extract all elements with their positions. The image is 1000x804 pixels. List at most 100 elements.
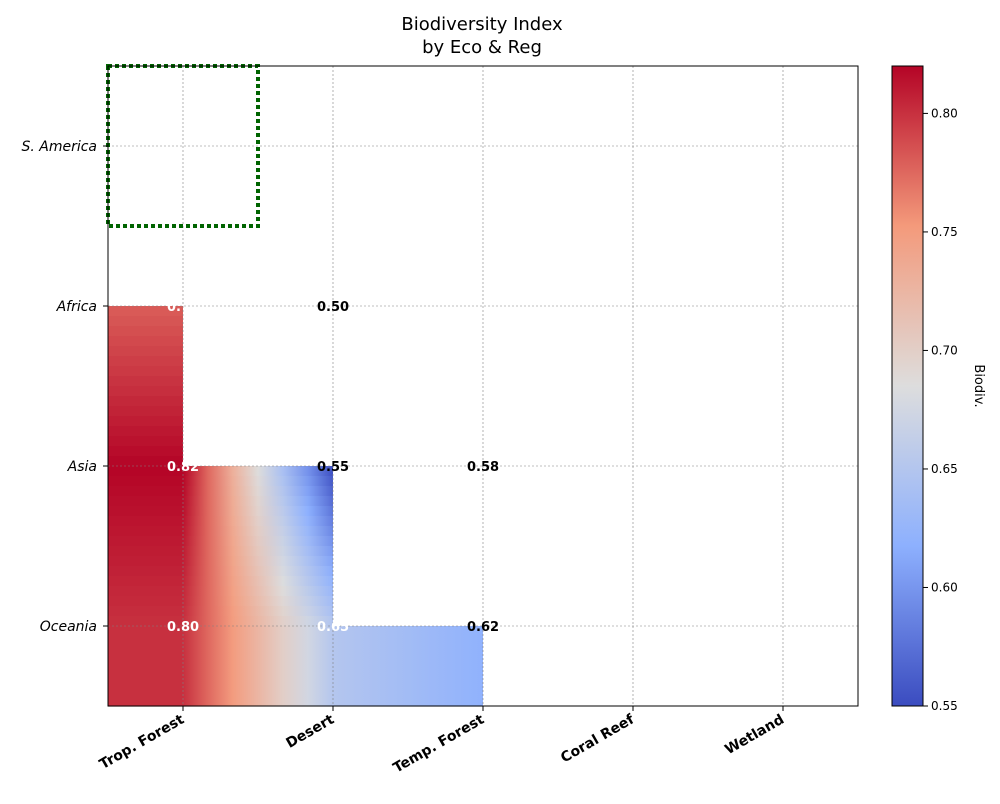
heatmap-cell [108, 691, 183, 697]
heatmap-cell [108, 586, 183, 597]
cell-value-label: 0.50 [317, 300, 349, 315]
heatmap-cell [108, 661, 183, 667]
heatmap-cell [108, 676, 183, 682]
heatmap-cell [333, 661, 483, 667]
heatmap-cell [183, 691, 333, 697]
heatmap-cells [108, 306, 483, 707]
cell-value-label: 0. [167, 300, 181, 315]
heatmap-cell [183, 676, 333, 682]
heatmap-cell [108, 636, 183, 642]
y-axis: S. America Africa Asia Oceania [21, 139, 108, 635]
heatmap-cell [183, 661, 333, 667]
heatmap-cell [183, 556, 333, 567]
heatmap-cell [333, 686, 483, 692]
heatmap-cell [108, 356, 183, 367]
heatmap-cell [183, 516, 333, 527]
x-tick-label: Trop. Forest [97, 711, 187, 772]
heatmap-cell [333, 676, 483, 682]
cell-value-label: 0.55 [317, 460, 349, 475]
heatmap-cell [183, 641, 333, 647]
heatmap-cell [108, 346, 183, 357]
heatmap-cell [108, 546, 183, 557]
heatmap-cell [108, 686, 183, 692]
colorbar-tick-label: 0.60 [931, 580, 958, 594]
x-tick-label: Desert [283, 711, 337, 751]
heatmap-cell [333, 631, 483, 637]
heatmap-cell [183, 586, 333, 597]
heatmap-cell [108, 576, 183, 587]
heatmap-cell [108, 396, 183, 407]
heatmap-cell [108, 651, 183, 657]
heatmap-cell [183, 486, 333, 497]
heatmap-cell [108, 436, 183, 447]
heatmap-cell [108, 626, 183, 632]
chart-title-line-2: by Eco & Reg [422, 37, 542, 58]
heatmap-cell [333, 626, 483, 632]
cell-value-label: 0.82 [167, 460, 199, 475]
colorbar-gradient [891, 65, 924, 707]
heatmap-cell [333, 691, 483, 697]
heatmap-cell [333, 651, 483, 657]
heatmap-cell [333, 701, 483, 707]
y-tick-label: Oceania [40, 619, 97, 635]
heatmap-cell [183, 631, 333, 637]
heatmap-cell [183, 636, 333, 642]
colorbar-tick-label: 0.70 [931, 343, 958, 357]
heatmap-cell [108, 456, 183, 467]
chart-title-line-1: Biodiversity Index [401, 14, 563, 35]
heatmap-cell [183, 646, 333, 652]
heatmap-cell [108, 506, 183, 517]
heatmap-cell [183, 656, 333, 662]
cell-value-label: 0.58 [467, 460, 499, 475]
heatmap-cell [183, 506, 333, 517]
heatmap-cell [108, 326, 183, 337]
heatmap-cell [333, 666, 483, 672]
heatmap-cell [183, 606, 333, 617]
heatmap-cell [183, 626, 333, 632]
heatmap-cell [108, 486, 183, 497]
heatmap-cell [183, 566, 333, 577]
heatmap-cell [108, 516, 183, 527]
heatmap-cell [108, 596, 183, 607]
heatmap-cell [108, 656, 183, 662]
x-axis: Trop. Forest Desert Temp. Forest Coral Reef… [97, 706, 787, 776]
heatmap-cell [183, 466, 333, 477]
heatmap-cell [108, 406, 183, 417]
heatmap-cell [108, 366, 183, 377]
heatmap-cell [108, 416, 183, 427]
x-tick-label: Temp. Forest [391, 711, 488, 776]
heatmap-cell [183, 576, 333, 587]
heatmap-cell [183, 671, 333, 677]
cell-labels: 0. 0.50 0.82 0.55 0.58 0.80 0.65 0.62 [167, 300, 499, 635]
heatmap-cell [108, 681, 183, 687]
heatmap-cell [183, 596, 333, 607]
heatmap-cell [183, 536, 333, 547]
colorbar-tick-label: 0.80 [931, 106, 958, 120]
grid-lines [108, 66, 858, 706]
heatmap-cell [183, 681, 333, 687]
heatmap-cell [108, 306, 183, 317]
heatmap-cell [108, 496, 183, 507]
heatmap-cell [183, 616, 333, 627]
heatmap-cell [108, 666, 183, 672]
heatmap-cell [108, 446, 183, 457]
heatmap-cell [333, 681, 483, 687]
heatmap-cell [108, 671, 183, 677]
heatmap-cell [108, 426, 183, 437]
heatmap-cell [108, 386, 183, 397]
heatmap-cell [108, 556, 183, 567]
x-tick-label: Wetland [722, 712, 787, 759]
colorbar-label: Biodiv. [971, 364, 986, 407]
heatmap-cell [183, 476, 333, 487]
heatmap-cell [183, 526, 333, 537]
colorbar-tick-label: 0.75 [931, 225, 958, 239]
cell-value-label: 0.65 [317, 620, 349, 635]
heatmap-cell [183, 686, 333, 692]
heatmap-cell [333, 646, 483, 652]
colorbar-tick-label: 0.55 [931, 699, 958, 713]
heatmap-cell [183, 666, 333, 672]
heatmap-cell [108, 566, 183, 577]
y-tick-label: Asia [67, 459, 97, 475]
heatmap-cell [183, 696, 333, 702]
